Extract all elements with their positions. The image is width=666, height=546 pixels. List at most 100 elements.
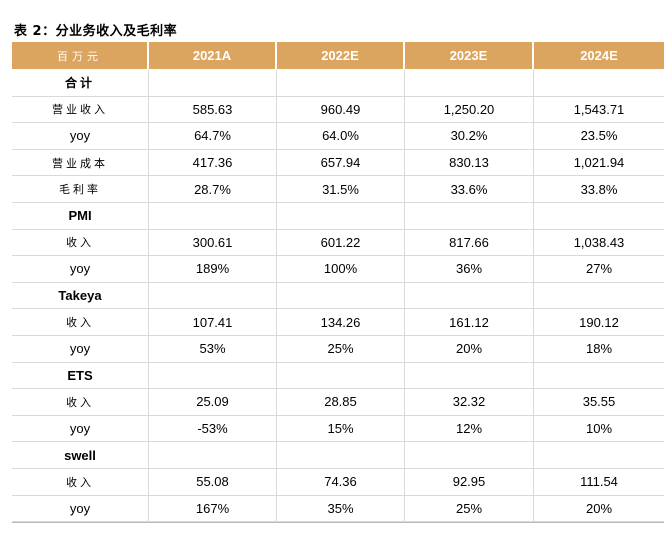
table-cell: 53% (149, 335, 277, 363)
table-section-row: ETS (12, 362, 664, 390)
table-cell: 28.7% (149, 176, 277, 203)
table-cell: 33.6% (405, 176, 534, 203)
row-label: yoy (12, 123, 149, 150)
table-cell: 960.49 (277, 96, 405, 124)
table-cell (534, 203, 664, 230)
table-cell: 1,021.94 (534, 150, 664, 177)
table-cell: 30.2% (405, 123, 534, 150)
table-cell (534, 69, 664, 97)
table-cell: 28.85 (277, 389, 405, 416)
header-unit: 百万元 (12, 42, 149, 69)
table-cell (149, 282, 277, 310)
table-cell: 111.54 (534, 469, 664, 496)
table-cell: 20% (405, 335, 534, 363)
table-cell: 64.0% (277, 123, 405, 150)
table-cell (277, 202, 405, 230)
table-row: yoy 53% 25% 20% 18% (12, 335, 664, 363)
table-cell: 35% (277, 495, 405, 523)
table-caption: 表 2：分业务收入及毛利率 (14, 24, 178, 39)
table-cell: 15% (277, 415, 405, 443)
table-row: 收入 107.41 134.26 161.12 190.12 (12, 309, 664, 336)
section-label: swell (12, 442, 149, 469)
table-cell: 585.63 (149, 96, 277, 124)
table-cell: 1,543.71 (534, 97, 664, 124)
table-cell (405, 202, 534, 230)
revenue-table-container: 百万元 2021A 2022E 2023E 2024E 合计 营业收入 585.63… (12, 42, 664, 524)
table-cell (149, 362, 277, 390)
table-row: yoy -53% 15% 12% 10% (12, 415, 664, 443)
revenue-table: 百万元 2021A 2022E 2023E 2024E 合计 营业收入 585.63… (12, 42, 664, 523)
table-cell: 32.32 (405, 389, 534, 416)
table-cell: 25% (405, 495, 534, 523)
header-year-2021a: 2021A (149, 42, 277, 69)
page-top-edge (0, 0, 666, 4)
table-section-row: swell (12, 442, 664, 469)
table-cell (149, 69, 277, 97)
table-row: yoy 64.7% 64.0% 30.2% 23.5% (12, 123, 664, 150)
table-cell: 25% (277, 335, 405, 363)
table-cell (534, 442, 664, 469)
table-cell: 23.5% (534, 123, 664, 150)
table-cell: 64.7% (149, 123, 277, 150)
table-cell: 830.13 (405, 149, 534, 177)
row-label: 毛利率 (12, 176, 149, 203)
table-cell: 190.12 (534, 309, 664, 336)
table-cell: 161.12 (405, 309, 534, 336)
row-label: 营业收入 (12, 96, 149, 124)
table-cell (405, 282, 534, 310)
table-cell: 1,250.20 (405, 96, 534, 124)
table-cell: 55.08 (149, 468, 277, 496)
table-cell (405, 442, 534, 469)
table-row: 收入 25.09 28.85 32.32 35.55 (12, 389, 664, 416)
table-row: 营业成本 417.36 657.94 830.13 1,021.94 (12, 149, 664, 177)
table-cell (534, 363, 664, 390)
table-cell: 27% (534, 256, 664, 283)
table-cell (405, 69, 534, 97)
table-cell: 18% (534, 336, 664, 363)
row-label: 收入 (12, 468, 149, 496)
table-cell: 189% (149, 256, 277, 283)
section-label: ETS (12, 362, 149, 390)
row-label: yoy (12, 335, 149, 363)
table-cell: 25.09 (149, 389, 277, 416)
table-cell: 36% (405, 256, 534, 283)
table-body: 合计 营业收入 585.63 960.49 1,250.20 1,543.71 yoy 64.… (12, 69, 664, 523)
table-cell (277, 69, 405, 97)
table-cell: 417.36 (149, 149, 277, 177)
table-row: 收入 300.61 601.22 817.66 1,038.43 (12, 229, 664, 257)
row-label: 收入 (12, 389, 149, 416)
row-label: 收入 (12, 309, 149, 336)
table-row: yoy 167% 35% 25% 20% (12, 495, 664, 523)
row-label: yoy (12, 256, 149, 283)
table-cell (149, 442, 277, 469)
table-cell: 1,038.43 (534, 230, 664, 257)
table-cell: 167% (149, 495, 277, 523)
table-row: 毛利率 28.7% 31.5% 33.6% 33.8% (12, 176, 664, 203)
section-label: PMI (12, 202, 149, 230)
table-cell: 33.8% (534, 176, 664, 203)
row-label: 营业成本 (12, 149, 149, 177)
table-cell (405, 362, 534, 390)
header-year-2023e: 2023E (405, 42, 534, 69)
table-section-row: PMI (12, 202, 664, 230)
table-cell (277, 442, 405, 469)
section-label: Takeya (12, 282, 149, 310)
table-cell: -53% (149, 415, 277, 443)
table-cell: 300.61 (149, 229, 277, 257)
table-cell: 12% (405, 415, 534, 443)
header-year-2022e: 2022E (277, 42, 405, 69)
table-cell (277, 362, 405, 390)
table-cell: 20% (534, 496, 664, 523)
table-row: yoy 189% 100% 36% 27% (12, 256, 664, 283)
table-header-row: 百万元 2021A 2022E 2023E 2024E (12, 42, 664, 69)
section-label: 合计 (12, 69, 149, 97)
table-row: 收入 55.08 74.36 92.95 111.54 (12, 468, 664, 496)
table-cell: 92.95 (405, 468, 534, 496)
table-cell: 817.66 (405, 229, 534, 257)
row-label: 收入 (12, 229, 149, 257)
table-cell: 601.22 (277, 229, 405, 257)
table-cell (534, 283, 664, 310)
row-label: yoy (12, 415, 149, 443)
table-section-row: Takeya (12, 282, 664, 310)
table-row: 营业收入 585.63 960.49 1,250.20 1,543.71 (12, 96, 664, 124)
